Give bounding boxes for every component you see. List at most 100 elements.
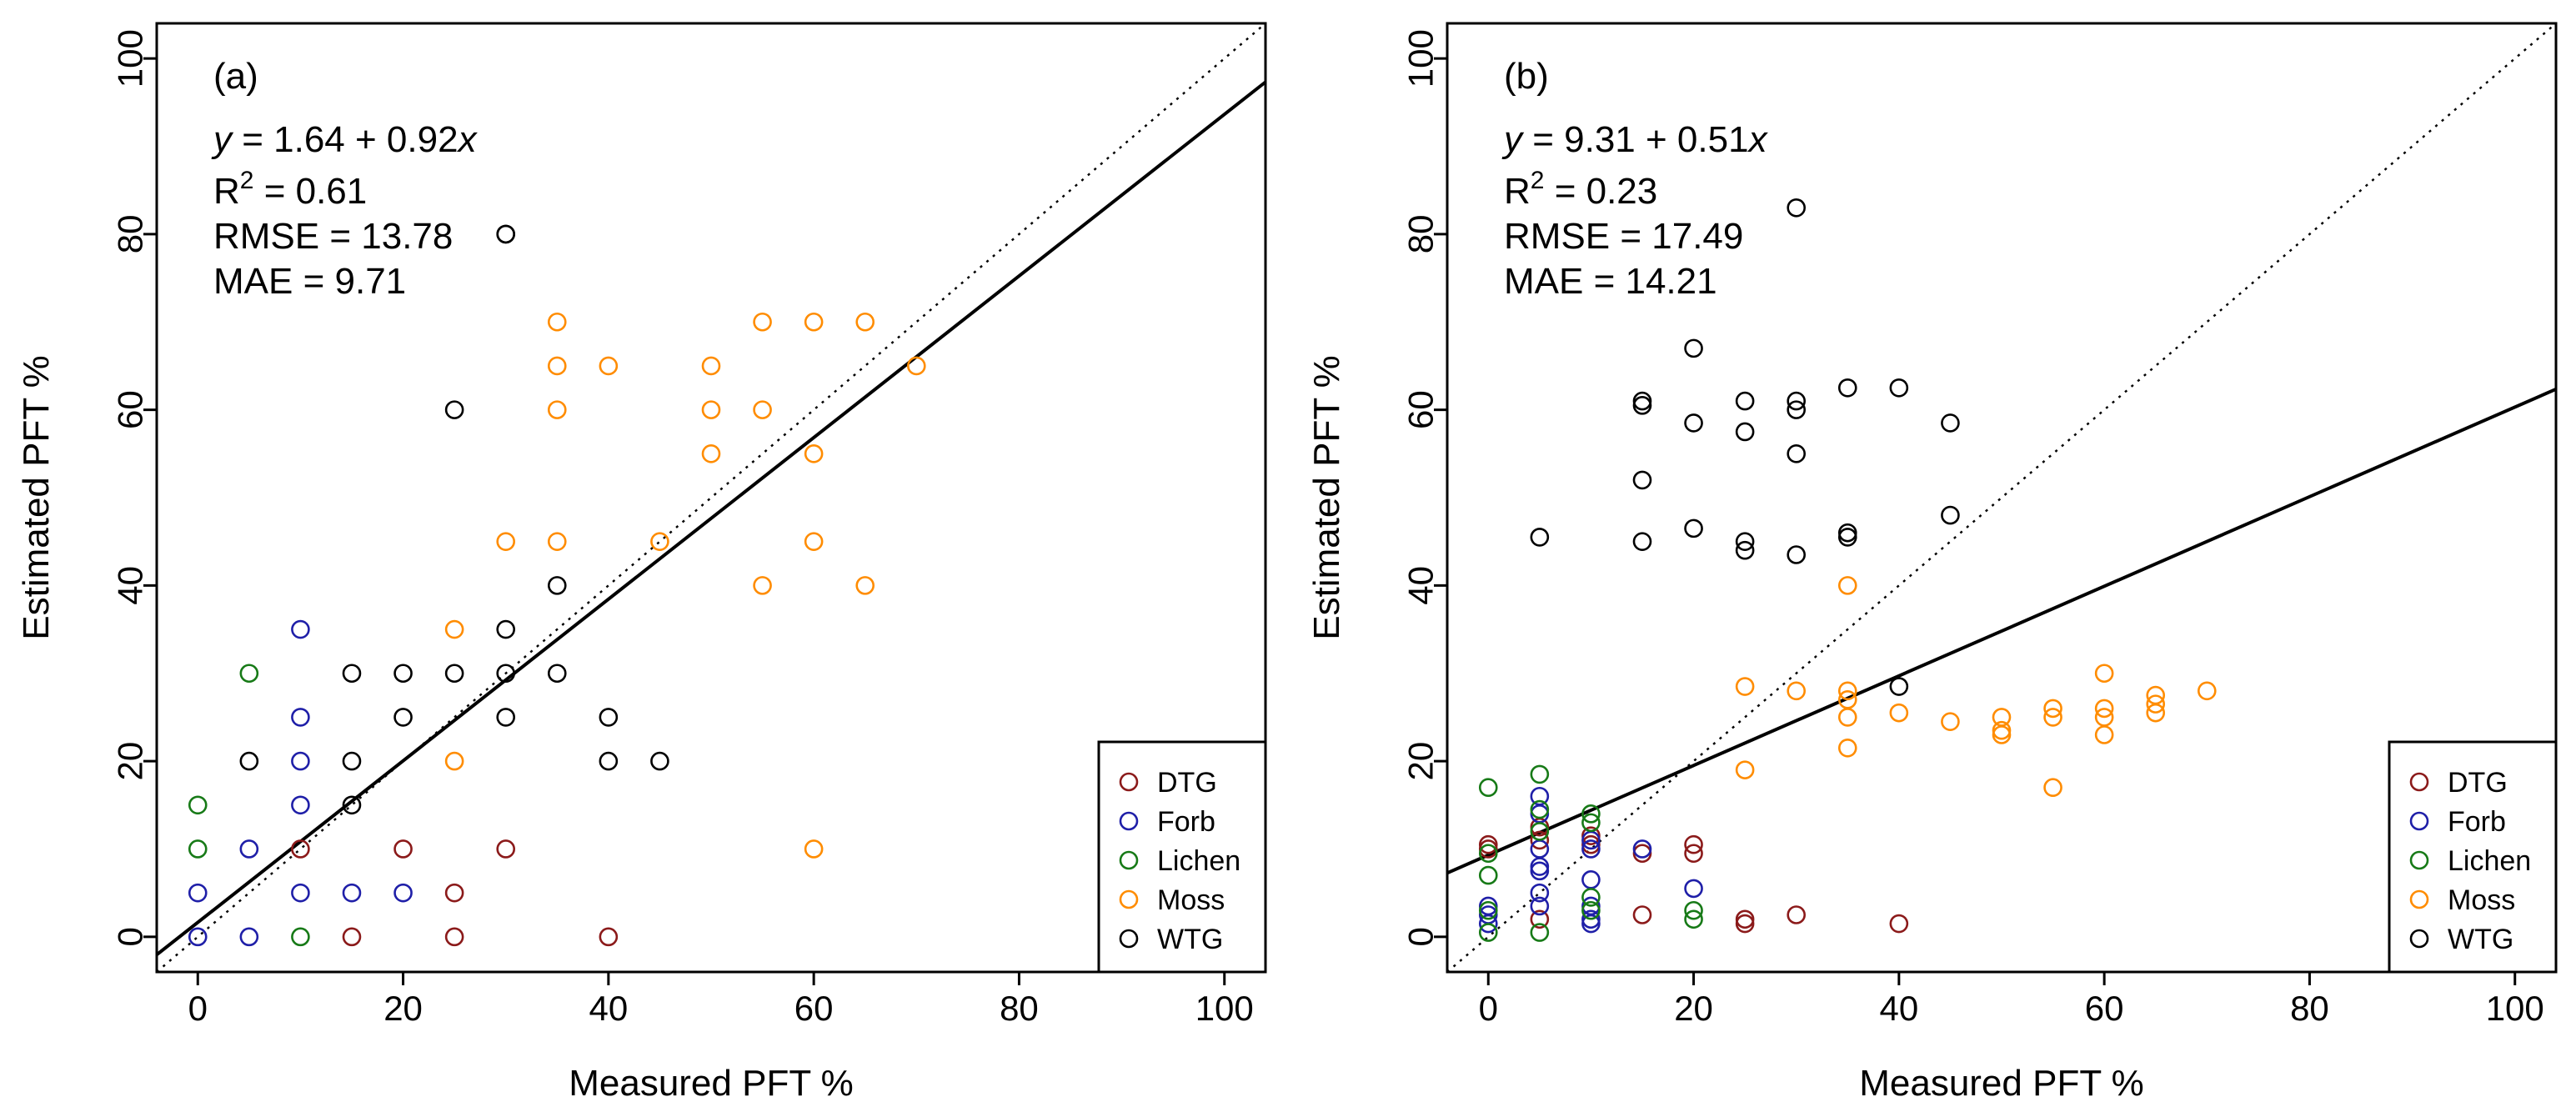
- point-forb: [1530, 857, 1550, 876]
- legend-marker-dtg: [1119, 772, 1139, 792]
- point-wtg: [496, 619, 516, 639]
- point-forb: [291, 883, 310, 903]
- point-dtg: [1478, 839, 1498, 859]
- y-tick-label: 60: [111, 390, 150, 429]
- y-tick-label: 0: [1401, 927, 1441, 946]
- y-axis-label: Estimated PFT %: [16, 355, 57, 640]
- legend-marker-lichen: [1119, 850, 1139, 870]
- point-moss: [804, 839, 824, 859]
- tick-layer: 0 20 40 60 80 100 0 20 40 60 80 100: [1401, 29, 2544, 1028]
- point-moss: [444, 619, 464, 639]
- point-lichen: [1684, 909, 1703, 929]
- point-wtg: [1735, 422, 1755, 442]
- x-tick-label: 100: [1195, 989, 1254, 1028]
- point-wtg: [1787, 444, 1807, 463]
- point-forb: [1581, 909, 1601, 929]
- point-dtg: [1684, 834, 1703, 854]
- point-wtg: [342, 664, 362, 684]
- legend-marker-wtg: [1119, 929, 1139, 949]
- point-moss: [1992, 725, 2012, 744]
- legend-label-dtg: DTG: [2448, 767, 2508, 799]
- point-lichen: [1530, 822, 1550, 841]
- point-moss: [855, 312, 875, 332]
- point-moss: [547, 312, 567, 332]
- point-lichen: [1478, 900, 1498, 920]
- point-forb: [342, 883, 362, 903]
- y-tick-label: 80: [111, 215, 150, 254]
- plot-frame: [155, 22, 1267, 974]
- eq-x: x: [1747, 119, 1769, 160]
- x-tick-label: 40: [589, 989, 628, 1028]
- y-axis-label: Estimated PFT %: [1306, 355, 1347, 640]
- point-moss: [2094, 699, 2114, 719]
- r2-prefix: R: [1504, 171, 1531, 212]
- x-tick-label: 80: [2290, 989, 2329, 1028]
- r2-value: = 0.61: [253, 171, 367, 212]
- panel-label: (b): [1504, 56, 1549, 97]
- regression-equation: y = 1.64 + 0.92x: [211, 119, 479, 160]
- point-lichen: [1581, 888, 1601, 907]
- point-lichen: [188, 795, 208, 815]
- legend-marker-dtg: [2409, 772, 2429, 792]
- point-wtg: [1735, 532, 1755, 551]
- point-wtg: [393, 664, 413, 684]
- point-moss: [1735, 760, 1755, 779]
- point-dtg: [291, 839, 310, 859]
- lines-layer: [1447, 23, 2556, 972]
- point-forb: [1581, 914, 1601, 934]
- point-lichen: [1684, 900, 1703, 920]
- point-dtg: [1581, 834, 1601, 854]
- point-dtg: [1632, 905, 1652, 924]
- legend-label-wtg: WTG: [1157, 924, 1223, 955]
- point-dtg: [496, 839, 516, 859]
- x-tick-label: 60: [2085, 989, 2124, 1028]
- point-wtg: [239, 751, 259, 771]
- point-wtg: [1837, 378, 1857, 398]
- point-forb: [188, 927, 208, 947]
- point-lichen: [1581, 900, 1601, 920]
- x-tick-label: 80: [1000, 989, 1039, 1028]
- r2-superscript: 2: [1531, 167, 1545, 194]
- point-moss: [1941, 712, 1960, 731]
- lines-layer: [157, 23, 1265, 972]
- point-forb: [1581, 870, 1601, 889]
- point-wtg: [1684, 413, 1703, 433]
- point-moss: [547, 356, 567, 376]
- points-layer: [188, 224, 926, 947]
- point-lichen: [188, 839, 208, 859]
- point-forb: [1530, 896, 1550, 916]
- point-moss: [1735, 677, 1755, 696]
- legend-label-moss: Moss: [1157, 884, 1225, 916]
- point-wtg: [599, 751, 619, 771]
- point-lichen: [1478, 923, 1498, 942]
- point-moss: [804, 444, 824, 463]
- point-dtg: [444, 883, 464, 903]
- x-tick-label: 0: [188, 989, 208, 1028]
- point-forb: [291, 795, 310, 815]
- point-forb: [1478, 914, 1498, 934]
- point-wtg: [1787, 545, 1807, 564]
- panel-b: 0 20 40 60 80 100 0 20 40 60 80 100 (b) y = 9.31 + …: [1306, 22, 2558, 1104]
- point-moss: [1889, 703, 1909, 723]
- eq-x: x: [457, 119, 479, 160]
- point-wtg: [496, 708, 516, 727]
- point-wtg: [1632, 396, 1652, 415]
- point-forb: [393, 883, 413, 903]
- point-dtg: [444, 927, 464, 947]
- y-tick-label: 20: [1401, 742, 1441, 781]
- y-tick-label: 100: [111, 29, 150, 88]
- point-wtg: [1941, 413, 1960, 433]
- point-dtg: [342, 927, 362, 947]
- point-lichen: [1530, 764, 1550, 784]
- point-dtg: [1581, 826, 1601, 845]
- point-wtg: [1684, 518, 1703, 538]
- point-forb: [1530, 861, 1550, 881]
- point-moss: [1837, 708, 1857, 727]
- point-forb: [188, 883, 208, 903]
- point-moss: [1837, 739, 1857, 758]
- x-tick-label: 100: [2486, 989, 2544, 1028]
- legend-box: [2388, 740, 2558, 974]
- point-wtg: [547, 664, 567, 684]
- point-wtg: [599, 708, 619, 727]
- legend-marker-moss: [1119, 889, 1139, 909]
